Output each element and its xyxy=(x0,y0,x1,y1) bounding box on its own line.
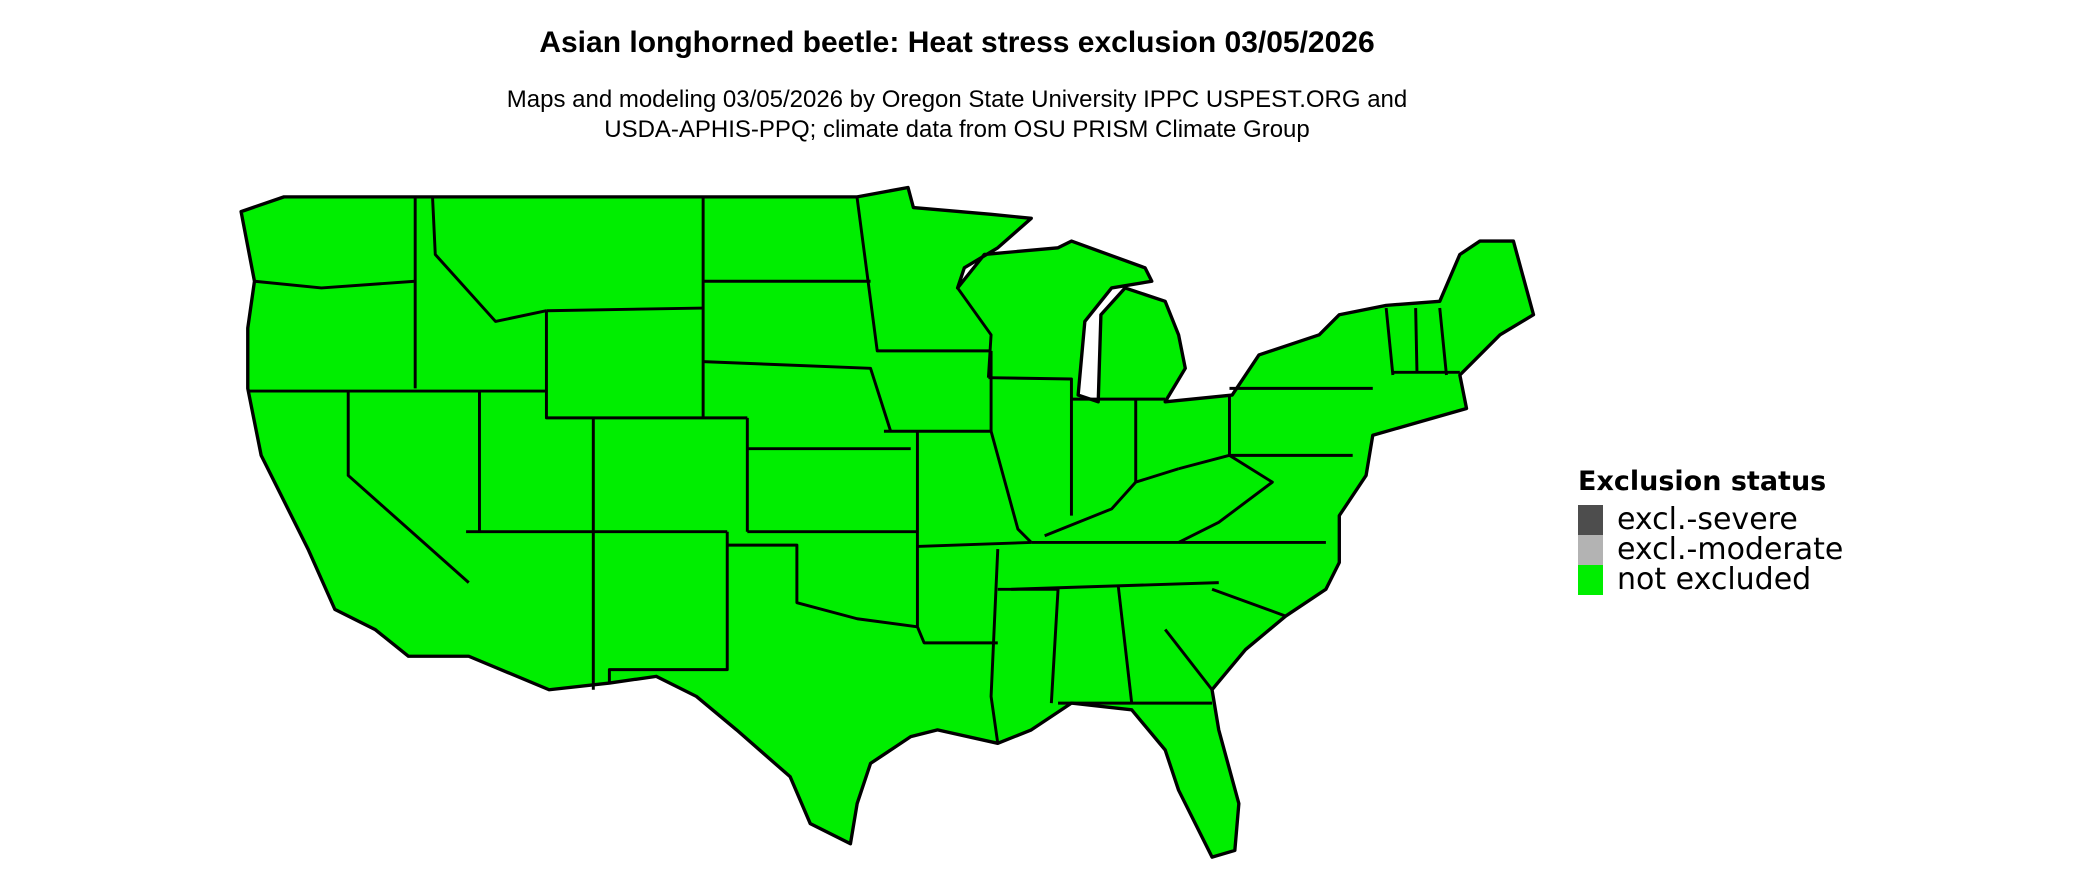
map-subtitle-line-2: USDA-APHIS-PPQ; climate data from OSU PR… xyxy=(604,116,1310,143)
legend-title: Exclusion status xyxy=(1578,466,1827,497)
legend-item-moderate: excl.-moderate xyxy=(1578,535,1843,565)
map-subtitle-line-1: Maps and modeling 03/05/2026 by Oregon S… xyxy=(506,86,1408,113)
state-borders xyxy=(247,198,1460,744)
legend-label: excl.-severe xyxy=(1617,502,1798,537)
legend-swatch-moderate xyxy=(1578,535,1603,565)
us-outline xyxy=(239,185,1536,859)
map-title: Asian longhorned beetle: Heat stress exc… xyxy=(539,26,1375,59)
legend-item-severe: excl.-severe xyxy=(1578,505,1843,535)
legend: Exclusion status excl.-severe excl.-mode… xyxy=(1578,466,1843,595)
legend-swatch-severe xyxy=(1578,505,1603,535)
legend-swatch-not-excluded xyxy=(1578,565,1603,595)
legend-label: excl.-moderate xyxy=(1617,532,1844,567)
legend-label: not excluded xyxy=(1617,562,1812,597)
legend-item-not-excluded: not excluded xyxy=(1578,565,1843,595)
